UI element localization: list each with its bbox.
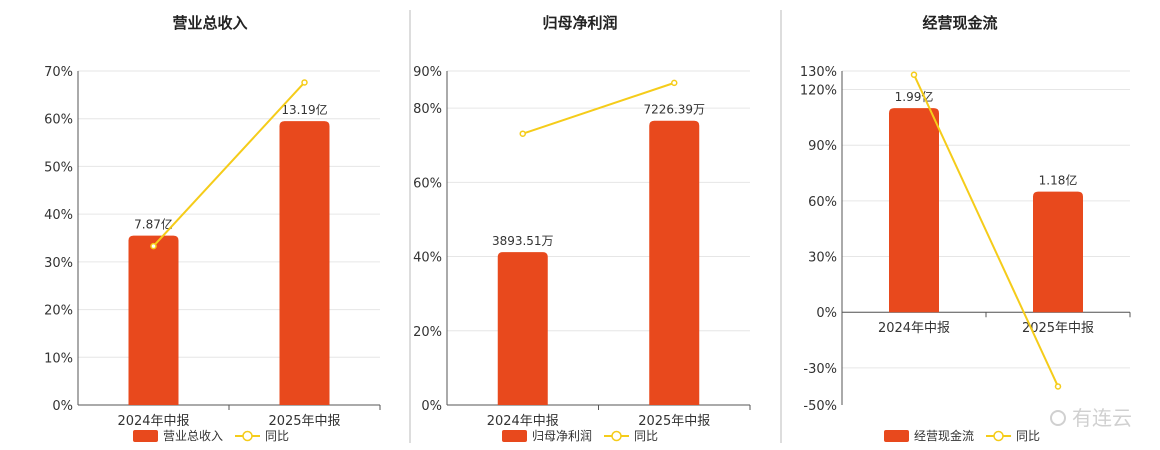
y-tick-label: 50% [44, 160, 73, 175]
y-tick-label: 60% [44, 113, 73, 128]
legend-bar-label: 经营现金流 [914, 428, 974, 443]
yoy-point [301, 79, 308, 86]
bar [279, 121, 330, 405]
legend-bar-label: 营业总收入 [163, 429, 223, 443]
bar [1033, 191, 1083, 313]
y-tick-label: 10% [44, 351, 73, 366]
y-tick-label: 90% [413, 65, 442, 80]
y-tick-label: 0% [52, 399, 73, 414]
bar-value-label: 7226.39万 [643, 103, 705, 117]
y-tick-label: 90% [808, 139, 837, 154]
yoy-line [522, 81, 675, 135]
x-category-label: 2025年中报 [268, 414, 340, 429]
y-tick-label: 130% [800, 65, 837, 80]
yoy-point [519, 130, 526, 137]
watermark: 有连云 [1050, 406, 1132, 430]
bar-value-label: 3893.51万 [492, 234, 554, 248]
y-tick-label: 120% [800, 84, 837, 99]
bar-value-label: 7.87亿 [134, 217, 173, 232]
legend-line-label: 同比 [634, 429, 658, 443]
bar-value-label: 1.18亿 [1039, 173, 1078, 188]
yoy-line [152, 81, 306, 247]
y-tick-label: 80% [413, 102, 442, 117]
x-category-label: 2024年中报 [878, 321, 950, 336]
y-tick-label: 30% [808, 251, 837, 266]
chart-panel-3: 经营现金流 -50% -30% 0% 30% 60% 90% 120% 130% 1.99亿 202… [780, 10, 1131, 443]
bar [649, 120, 700, 406]
legend-bar-swatch [884, 430, 909, 442]
y-tick-label: 60% [808, 195, 837, 210]
bar [889, 108, 939, 313]
legend-line-marker [242, 430, 253, 442]
legend-line-marker [993, 430, 1004, 442]
watermark-logo-icon [1050, 410, 1066, 426]
y-tick-label: 0% [816, 306, 837, 321]
y-tick-label: 20% [44, 304, 73, 319]
chart-panel-1: 营业总收入 0% 10% 20% 30% 40% 50% 60% 70% 7.87亿 2024年中报… [44, 14, 381, 443]
yoy-point [1054, 383, 1062, 390]
legend-line-marker [611, 430, 622, 442]
x-category-label: 2025年中报 [638, 414, 710, 429]
x-category-label: 2024年中报 [117, 414, 189, 429]
legend-bar-swatch [502, 430, 527, 442]
x-category-label: 2024年中报 [487, 414, 559, 429]
bar-value-label: 13.19亿 [281, 102, 327, 117]
y-tick-label: 70% [44, 65, 73, 80]
y-tick-label: -50% [803, 399, 837, 414]
chart-panel-2: 归母净利润 0% 20% 40% 60% 80% 90% 3893.51万 2024年中报 722… [409, 10, 751, 443]
x-category-label: 2025年中报 [1022, 321, 1094, 336]
y-tick-label: 40% [44, 208, 73, 223]
legend-bar-label: 归母净利润 [532, 429, 592, 443]
yoy-point [671, 79, 678, 87]
yoy-point [910, 71, 918, 78]
legend-bar-swatch [133, 430, 158, 442]
bar [128, 235, 179, 405]
bar [497, 252, 548, 405]
bar-value-label: 1.99亿 [895, 89, 934, 104]
y-tick-label: 40% [413, 251, 442, 266]
yoy-point [150, 242, 157, 250]
y-tick-label: 30% [44, 256, 73, 271]
chart-title: 营业总收入 [172, 14, 247, 32]
chart-title: 经营现金流 [922, 14, 997, 32]
yoy-line [913, 74, 1059, 387]
legend-line-label: 同比 [1016, 429, 1040, 443]
chart-title: 归母净利润 [542, 14, 617, 32]
y-tick-label: 60% [413, 176, 442, 191]
y-tick-label: -30% [803, 362, 837, 377]
watermark-text: 有连云 [1072, 406, 1132, 430]
y-tick-label: 20% [413, 325, 442, 340]
y-tick-label: 0% [421, 399, 442, 414]
legend-line-label: 同比 [265, 429, 289, 443]
